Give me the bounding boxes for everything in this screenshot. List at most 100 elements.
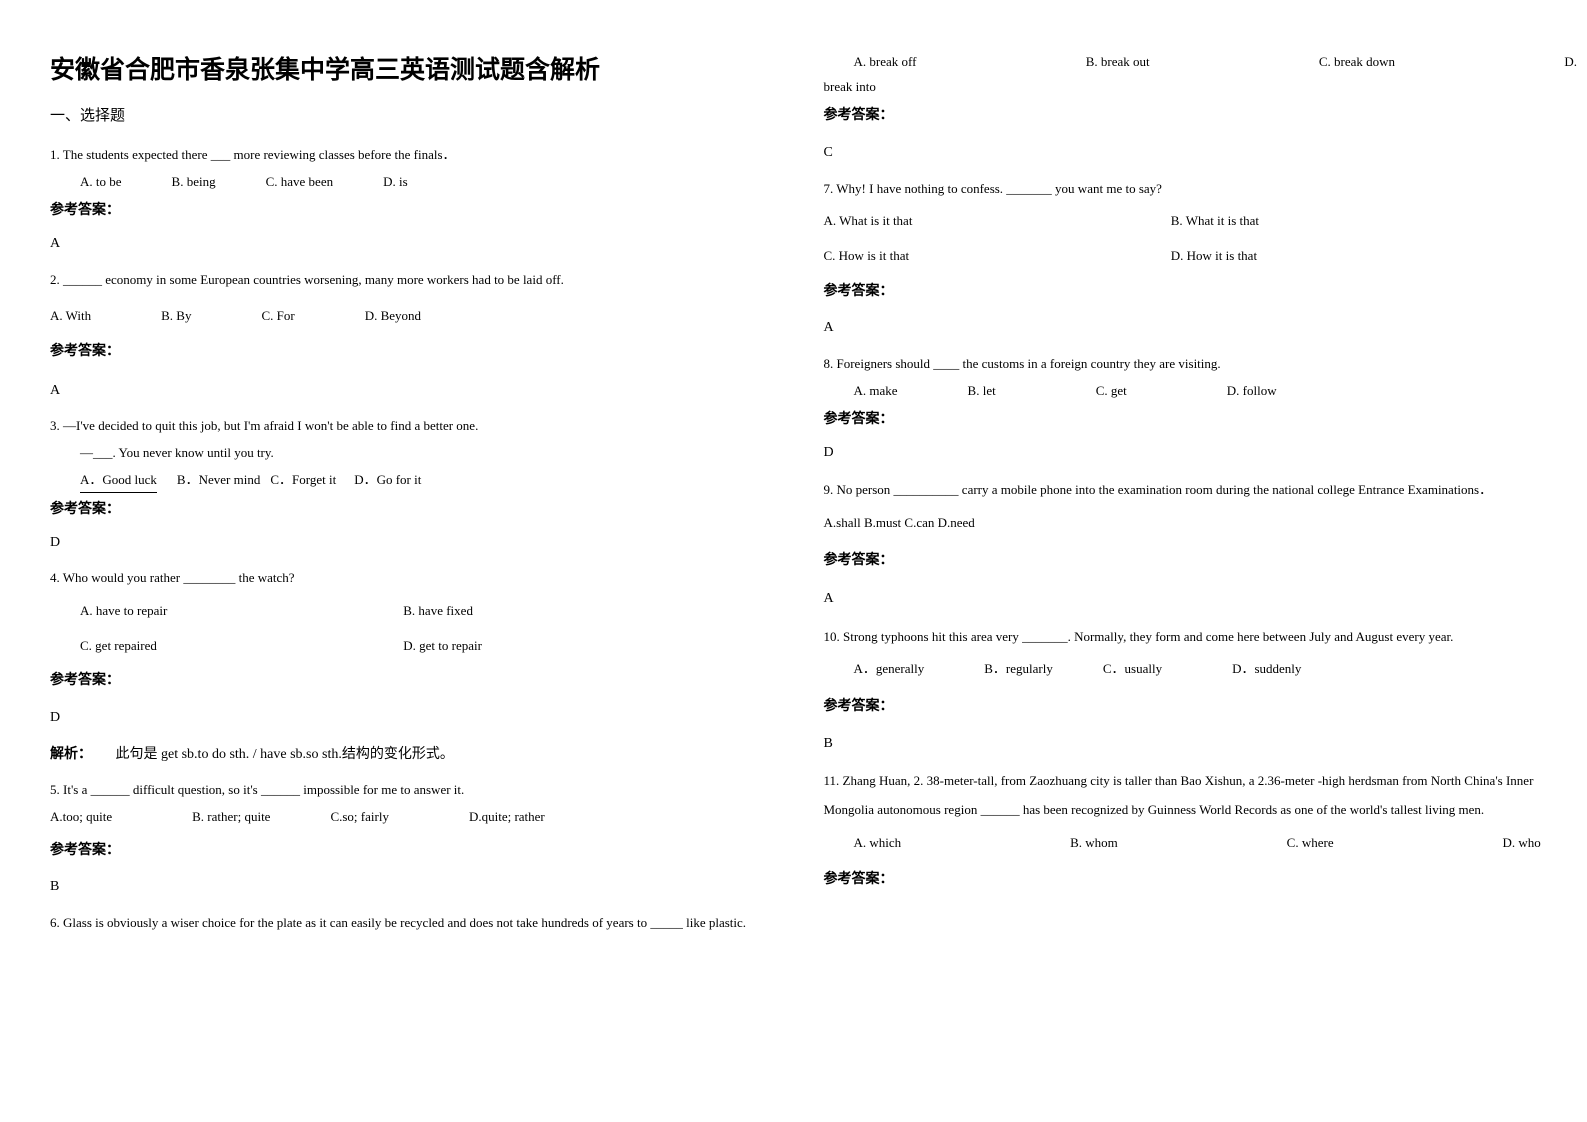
answer-label: 参考答案：	[50, 339, 754, 366]
q11-opt-d: D. who	[1503, 831, 1541, 856]
q5-opt-c: C.so; fairly	[330, 805, 389, 830]
right-column: A. break off B. break out C. break down …	[794, 0, 1587, 1122]
q2-opt-b: B. By	[161, 304, 191, 329]
q2-text: 2. ______ economy in some European count…	[50, 268, 754, 293]
q4-jiexi-text: 此句是 get sb.to do sth. / have sb.so sth.结…	[116, 747, 454, 762]
q10-opt-b: B．regularly	[984, 657, 1053, 682]
q1-opt-a: A. to be	[80, 170, 122, 195]
question-5: 5. It's a ______ difficult question, so …	[50, 778, 754, 901]
answer-label: 参考答案：	[824, 407, 1548, 434]
q3-opt-d: D．Go for it	[354, 468, 421, 494]
q6-text: 6. Glass is obviously a wiser choice for…	[50, 911, 754, 936]
question-8: 8. Foreigners should ____ the customs in…	[824, 352, 1548, 467]
q8-opt-b: B. let	[968, 379, 996, 404]
q8-text: 8. Foreigners should ____ the customs in…	[824, 352, 1548, 377]
answer-label: 参考答案：	[824, 694, 1548, 721]
q7-opt-a: A. What is it that	[824, 209, 1171, 234]
q4-answer: D	[50, 705, 754, 732]
jiexi-label: 解析：	[50, 747, 92, 762]
q3-opt-c: C．Forget it	[270, 468, 336, 494]
q1-opt-d: D. is	[383, 170, 408, 195]
q2-answer: A	[50, 378, 754, 405]
answer-label: 参考答案：	[50, 497, 754, 524]
q8-opt-d: D. follow	[1227, 379, 1277, 404]
question-4: 4. Who would you rather ________ the wat…	[50, 566, 754, 768]
q4-opt-b: B. have fixed	[403, 599, 726, 624]
q7-text: 7. Why! I have nothing to confess. _____…	[824, 177, 1548, 202]
q11-options: A. which B. whom C. where D. who	[824, 831, 1541, 856]
q5-opt-a: A.too; quite	[50, 805, 112, 830]
question-10: 10. Strong typhoons hit this area very _…	[824, 623, 1548, 757]
q4-text: 4. Who would you rather ________ the wat…	[50, 566, 754, 591]
answer-label: 参考答案：	[50, 838, 754, 865]
q6-opt-c: C. break down	[1319, 50, 1395, 75]
q2-opt-c: C. For	[261, 304, 294, 329]
q9-options: A.shall B.must C.can D.need	[824, 511, 1548, 536]
q11-text: 11. Zhang Huan, 2. 38-meter-tall, from Z…	[824, 767, 1548, 824]
q5-text: 5. It's a ______ difficult question, so …	[50, 778, 754, 803]
q4-options-row2: C. get repaired D. get to repair	[50, 634, 754, 659]
q4-analysis: 解析： 此句是 get sb.to do sth. / have sb.so s…	[50, 742, 754, 769]
q1-text: 1. The students expected there ___ more …	[50, 143, 754, 168]
q8-opt-c: C. get	[1096, 379, 1127, 404]
question-2: 2. ______ economy in some European count…	[50, 268, 754, 405]
page-root: 安徽省合肥市香泉张集中学高三英语测试题含解析 一、选择题 1. The stud…	[0, 0, 1587, 1122]
q4-opt-c: C. get repaired	[80, 634, 403, 659]
q8-answer: D	[824, 440, 1548, 467]
answer-label: 参考答案：	[50, 668, 754, 695]
q3-text1: 3. —I've decided to quit this job, but I…	[50, 414, 754, 439]
answer-label: 参考答案：	[824, 103, 1548, 130]
q10-answer: B	[824, 731, 1548, 758]
question-6-cont: A. break off B. break out C. break down …	[824, 50, 1548, 167]
q3-answer: D	[50, 530, 754, 557]
q1-answer: A	[50, 231, 754, 258]
q3-opt-a: A．Good luck	[80, 468, 157, 494]
q1-opt-b: B. being	[172, 170, 216, 195]
q4-opt-d: D. get to repair	[403, 634, 726, 659]
q7-opt-c: C. How is it that	[824, 244, 1171, 269]
q9-answer: A	[824, 586, 1548, 613]
answer-label: 参考答案：	[824, 548, 1548, 575]
q7-options-row2: C. How is it that D. How it is that	[824, 244, 1548, 269]
q10-opt-a: A．generally	[854, 657, 925, 682]
q3-text2: —___. You never know until you try.	[50, 441, 754, 466]
question-7: 7. Why! I have nothing to confess. _____…	[824, 177, 1548, 342]
q1-options: A. to be B. being C. have been D. is	[50, 170, 754, 195]
q8-opt-a: A. make	[854, 379, 898, 404]
q11-opt-b: B. whom	[1070, 831, 1118, 856]
q2-opt-a: A. With	[50, 304, 91, 329]
q7-opt-b: B. What it is that	[1171, 209, 1518, 234]
q4-opt-a: A. have to repair	[80, 599, 403, 624]
q5-opt-b: B. rather; quite	[192, 805, 270, 830]
answer-label: 参考答案：	[50, 198, 754, 225]
question-1: 1. The students expected there ___ more …	[50, 143, 754, 258]
q3-options: A．Good luck B．Never mind C．Forget it D．G…	[50, 468, 754, 494]
q6-opt-b: B. break out	[1086, 50, 1150, 75]
q1-opt-c: C. have been	[266, 170, 334, 195]
page-title: 安徽省合肥市香泉张集中学高三英语测试题含解析	[50, 50, 754, 86]
answer-label: 参考答案：	[824, 867, 1548, 894]
q6-options: A. break off B. break out C. break down …	[824, 50, 1578, 75]
question-6: 6. Glass is obviously a wiser choice for…	[50, 911, 754, 936]
q8-options: A. make B. let C. get D. follow	[824, 379, 1548, 404]
q6-answer: C	[824, 140, 1548, 167]
q7-answer: A	[824, 315, 1548, 342]
q11-opt-c: C. where	[1287, 831, 1334, 856]
q7-opt-d: D. How it is that	[1171, 244, 1518, 269]
q9-text: 9. No person __________ carry a mobile p…	[824, 476, 1548, 505]
q3-opt-b: B．Never mind	[177, 468, 260, 494]
question-11: 11. Zhang Huan, 2. 38-meter-tall, from Z…	[824, 767, 1548, 893]
section-head: 一、选择题	[50, 104, 754, 125]
q10-options: A．generally B．regularly C．usually D．sudd…	[824, 657, 1548, 682]
q6-opt-d-prefix: D.	[1564, 50, 1577, 75]
answer-label: 参考答案：	[824, 279, 1548, 306]
q5-options: A.too; quite B. rather; quite C.so; fair…	[50, 805, 754, 830]
q10-opt-d: D．suddenly	[1232, 657, 1301, 682]
q7-options-row1: A. What is it that B. What it is that	[824, 209, 1548, 234]
q2-opt-d: D. Beyond	[365, 304, 421, 329]
q10-text: 10. Strong typhoons hit this area very _…	[824, 623, 1548, 652]
q10-opt-c: C．usually	[1103, 657, 1162, 682]
q2-options: A. With B. By C. For D. Beyond	[50, 304, 754, 329]
question-3: 3. —I've decided to quit this job, but I…	[50, 414, 754, 556]
q5-opt-d: D.quite; rather	[469, 805, 545, 830]
